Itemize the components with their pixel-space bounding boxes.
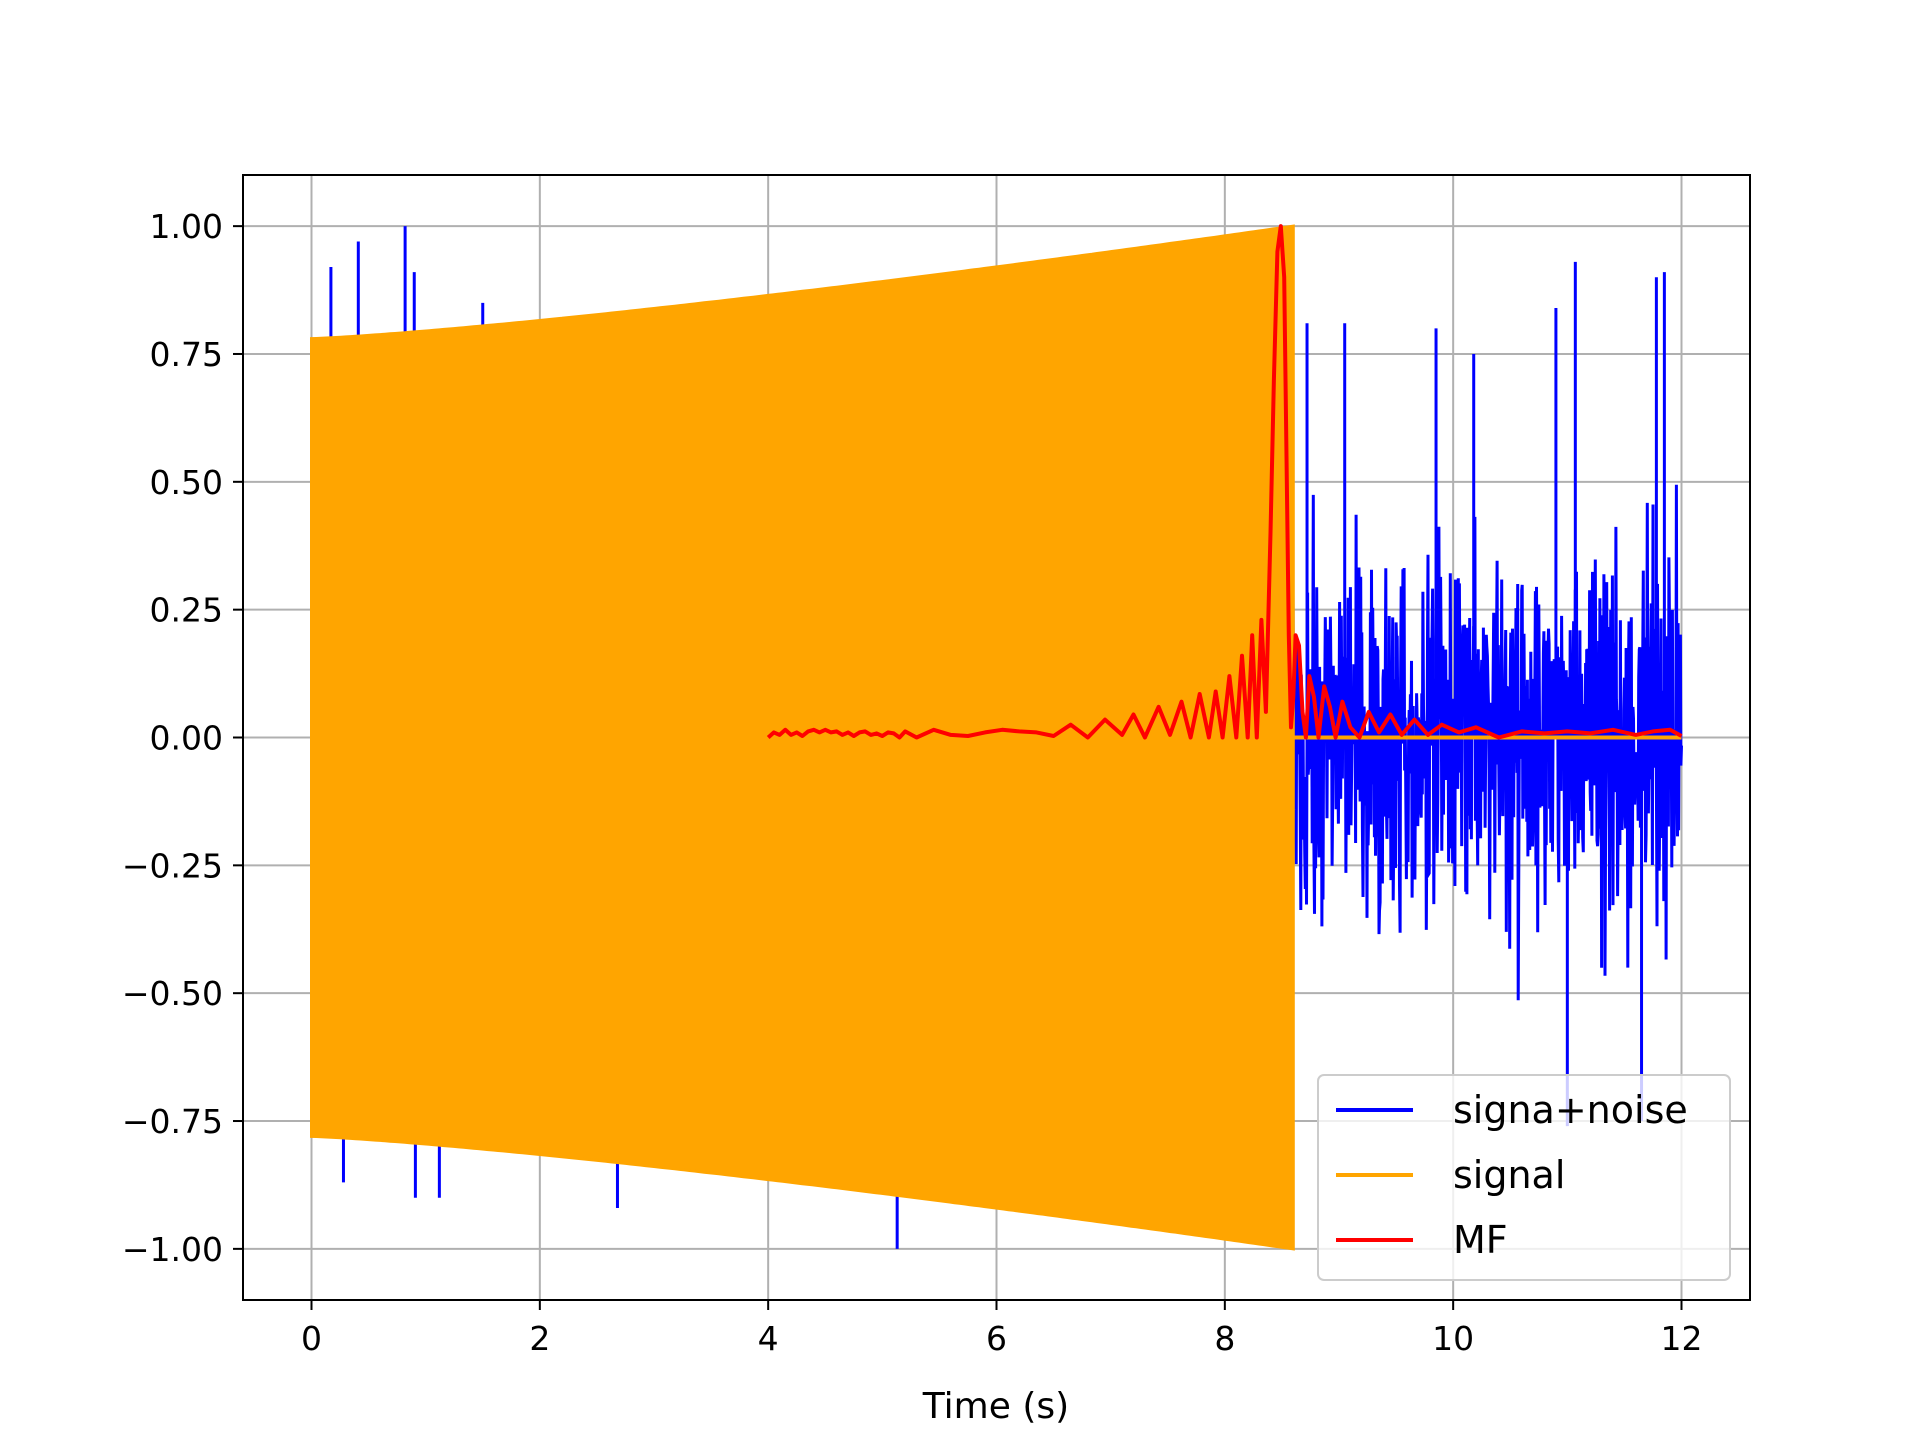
x-tick-label: 2 bbox=[529, 1319, 550, 1358]
x-axis-label: Time (s) bbox=[922, 1386, 1069, 1427]
x-tick-label: 0 bbox=[301, 1319, 322, 1358]
y-tick-label: −0.75 bbox=[122, 1102, 223, 1141]
y-tick-label: 0.00 bbox=[150, 719, 223, 758]
y-tick-label: −0.50 bbox=[122, 974, 223, 1013]
legend-label: signa+noise bbox=[1453, 1088, 1688, 1132]
x-tick-label: 10 bbox=[1432, 1319, 1474, 1358]
legend-label: MF bbox=[1453, 1218, 1508, 1262]
legend: signa+noise signal MF bbox=[1317, 1074, 1731, 1281]
y-tick-label: −0.25 bbox=[122, 846, 223, 885]
y-tick-label: 0.75 bbox=[150, 335, 223, 374]
x-tick-label: 12 bbox=[1661, 1319, 1703, 1358]
legend-label: signal bbox=[1453, 1153, 1565, 1197]
ticks: 0 2 4 6 8 10 12 −1.00 −0.75 −0.50 −0.25 0.00 0.25 0.5… bbox=[122, 207, 1703, 1358]
legend-box bbox=[1317, 1074, 1731, 1281]
series-mf-line bbox=[766, 224, 1683, 740]
x-tick-label: 6 bbox=[986, 1319, 1007, 1358]
y-tick-label: 0.50 bbox=[150, 463, 223, 502]
y-tick-label: 0.25 bbox=[150, 591, 223, 630]
x-tick-label: 4 bbox=[758, 1319, 779, 1358]
series-group bbox=[310, 224, 1683, 1251]
y-tick-label: −1.00 bbox=[122, 1230, 223, 1269]
y-tick-label: 1.00 bbox=[150, 207, 223, 246]
x-tick-label: 8 bbox=[1214, 1319, 1235, 1358]
